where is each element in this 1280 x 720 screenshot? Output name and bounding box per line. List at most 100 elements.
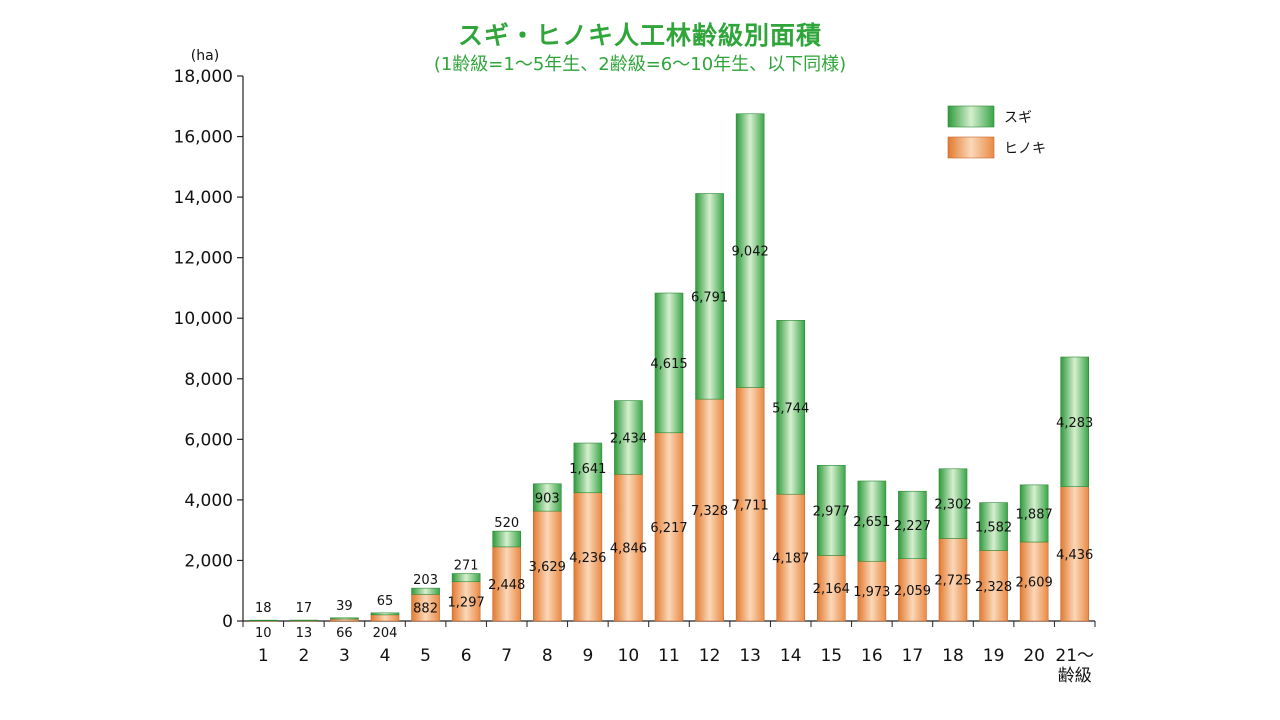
x-tick-label: 18 xyxy=(942,646,964,666)
value-labels: 18 10 17 13 39 66 65 204 882 203 1,297 271 2,448 520 3… xyxy=(255,245,1093,641)
axes: (ha)02,0004,0006,0008,00010,00012,00014,… xyxy=(174,48,1096,686)
legend-label-sugi: スギ xyxy=(1004,110,1032,126)
x-tick-label: 15 xyxy=(820,646,842,666)
x-tick-label: 4 xyxy=(380,646,391,666)
x-tick-label: 5 xyxy=(420,646,431,666)
legend-swatch-sugi xyxy=(947,105,995,128)
value-label-hinoki: 4,436 xyxy=(1056,548,1093,563)
y-tick-label: 4,000 xyxy=(184,491,233,511)
bar-hinoki xyxy=(1019,541,1049,622)
value-label-hinoki: 10 xyxy=(255,626,272,641)
x-tick-label: 7 xyxy=(501,646,512,666)
y-tick-label: 2,000 xyxy=(184,551,233,571)
bar-hinoki xyxy=(776,493,806,622)
value-label-sugi: 17 xyxy=(296,601,313,616)
bar-hinoki xyxy=(654,432,684,622)
value-label-hinoki: 2,059 xyxy=(894,584,931,599)
x-tick-label: 9 xyxy=(582,646,593,666)
y-tick-label: 6,000 xyxy=(184,430,233,450)
y-tick-label: 14,000 xyxy=(174,188,233,208)
value-label-hinoki: 2,609 xyxy=(1016,576,1053,591)
x-tick-label: 13 xyxy=(739,646,761,666)
bar-sugi xyxy=(938,468,968,539)
value-label-hinoki: 2,725 xyxy=(934,574,971,589)
bar-hinoki xyxy=(573,492,603,622)
value-label-hinoki: 13 xyxy=(296,626,313,641)
x-tick-label: 17 xyxy=(902,646,924,666)
bar-hinoki xyxy=(695,398,724,622)
x-tick-label: 3 xyxy=(339,646,350,666)
value-label-sugi: 2,434 xyxy=(610,431,647,446)
value-label-hinoki: 7,328 xyxy=(691,504,728,519)
value-label-sugi: 1,641 xyxy=(569,462,606,477)
value-label-hinoki: 2,448 xyxy=(488,578,525,593)
bar-sugi xyxy=(289,619,319,621)
chart-title: スギ・ヒノキ人工林齢級別面積 xyxy=(457,21,822,50)
y-tick-label: 18,000 xyxy=(174,67,233,87)
value-label-hinoki: 2,164 xyxy=(813,582,850,597)
value-label-sugi: 520 xyxy=(494,516,519,531)
value-label-hinoki: 2,328 xyxy=(975,580,1012,595)
x-tick-label: 11 xyxy=(658,646,680,666)
value-label-sugi: 2,977 xyxy=(813,504,850,519)
bar-sugi xyxy=(411,587,440,595)
bar-sugi xyxy=(573,442,603,494)
bar-hinoki xyxy=(451,581,481,622)
value-label-hinoki: 4,846 xyxy=(610,542,647,557)
value-label-sugi: 1,582 xyxy=(975,521,1012,536)
y-tick-label: 12,000 xyxy=(174,249,233,269)
bar-sugi xyxy=(614,400,643,475)
x-tick-label: 14 xyxy=(780,646,802,666)
bar-hinoki xyxy=(938,538,968,622)
bar-sugi xyxy=(370,612,400,616)
value-label-sugi: 4,283 xyxy=(1056,416,1093,431)
x-tick-label: 12 xyxy=(699,646,721,666)
value-label-hinoki: 1,973 xyxy=(853,585,890,600)
bar-sugi xyxy=(776,320,806,495)
value-label-hinoki: 6,217 xyxy=(650,521,687,536)
x-tick-label: 8 xyxy=(542,646,553,666)
value-label-sugi: 203 xyxy=(413,573,438,588)
value-label-hinoki: 7,711 xyxy=(732,498,769,513)
value-label-hinoki: 3,629 xyxy=(529,560,566,575)
value-label-sugi: 65 xyxy=(377,594,394,609)
legend-label-hinoki: ヒノキ xyxy=(1004,141,1046,157)
chart-subtitle: (1齢級=1～5年生、2齢級=6～10年生、以下同様) xyxy=(433,54,847,75)
y-tick-label: 8,000 xyxy=(184,370,233,390)
bar-sugi xyxy=(654,292,684,434)
x-tick-label: 16 xyxy=(861,646,883,666)
y-unit-label: (ha) xyxy=(191,48,219,64)
x-tick-label: 10 xyxy=(618,646,640,666)
legend-swatch-hinoki xyxy=(947,136,995,159)
bar-sugi xyxy=(857,480,887,562)
bar-hinoki xyxy=(898,558,927,622)
bar-hinoki xyxy=(735,387,765,622)
bar-sugi xyxy=(492,530,522,548)
bar-hinoki xyxy=(532,510,562,622)
y-tick-label: 0 xyxy=(222,612,233,632)
bar-hinoki xyxy=(411,593,440,622)
bar-sugi xyxy=(451,573,481,583)
value-label-sugi: 9,042 xyxy=(732,245,769,260)
bar-sugi xyxy=(979,502,1008,551)
value-label-hinoki: 1,297 xyxy=(448,595,485,610)
bar-sugi xyxy=(330,617,359,620)
value-label-sugi: 2,227 xyxy=(894,519,931,534)
bar-sugi xyxy=(1060,356,1090,487)
x-axis-label: 齢級 xyxy=(1058,666,1092,686)
value-label-sugi: 4,615 xyxy=(650,357,687,372)
y-tick-label: 16,000 xyxy=(174,128,233,148)
value-label-sugi: 6,791 xyxy=(691,290,728,305)
bar-hinoki xyxy=(1060,486,1090,622)
value-label-sugi: 2,651 xyxy=(853,515,890,530)
bar-sugi xyxy=(1019,484,1049,543)
bar-sugi xyxy=(816,465,846,556)
x-tick-label: 6 xyxy=(461,646,472,666)
value-label-sugi: 2,302 xyxy=(934,498,971,513)
value-label-sugi: 903 xyxy=(535,491,560,506)
bar-hinoki xyxy=(857,560,887,622)
value-label-sugi: 5,744 xyxy=(772,401,809,416)
